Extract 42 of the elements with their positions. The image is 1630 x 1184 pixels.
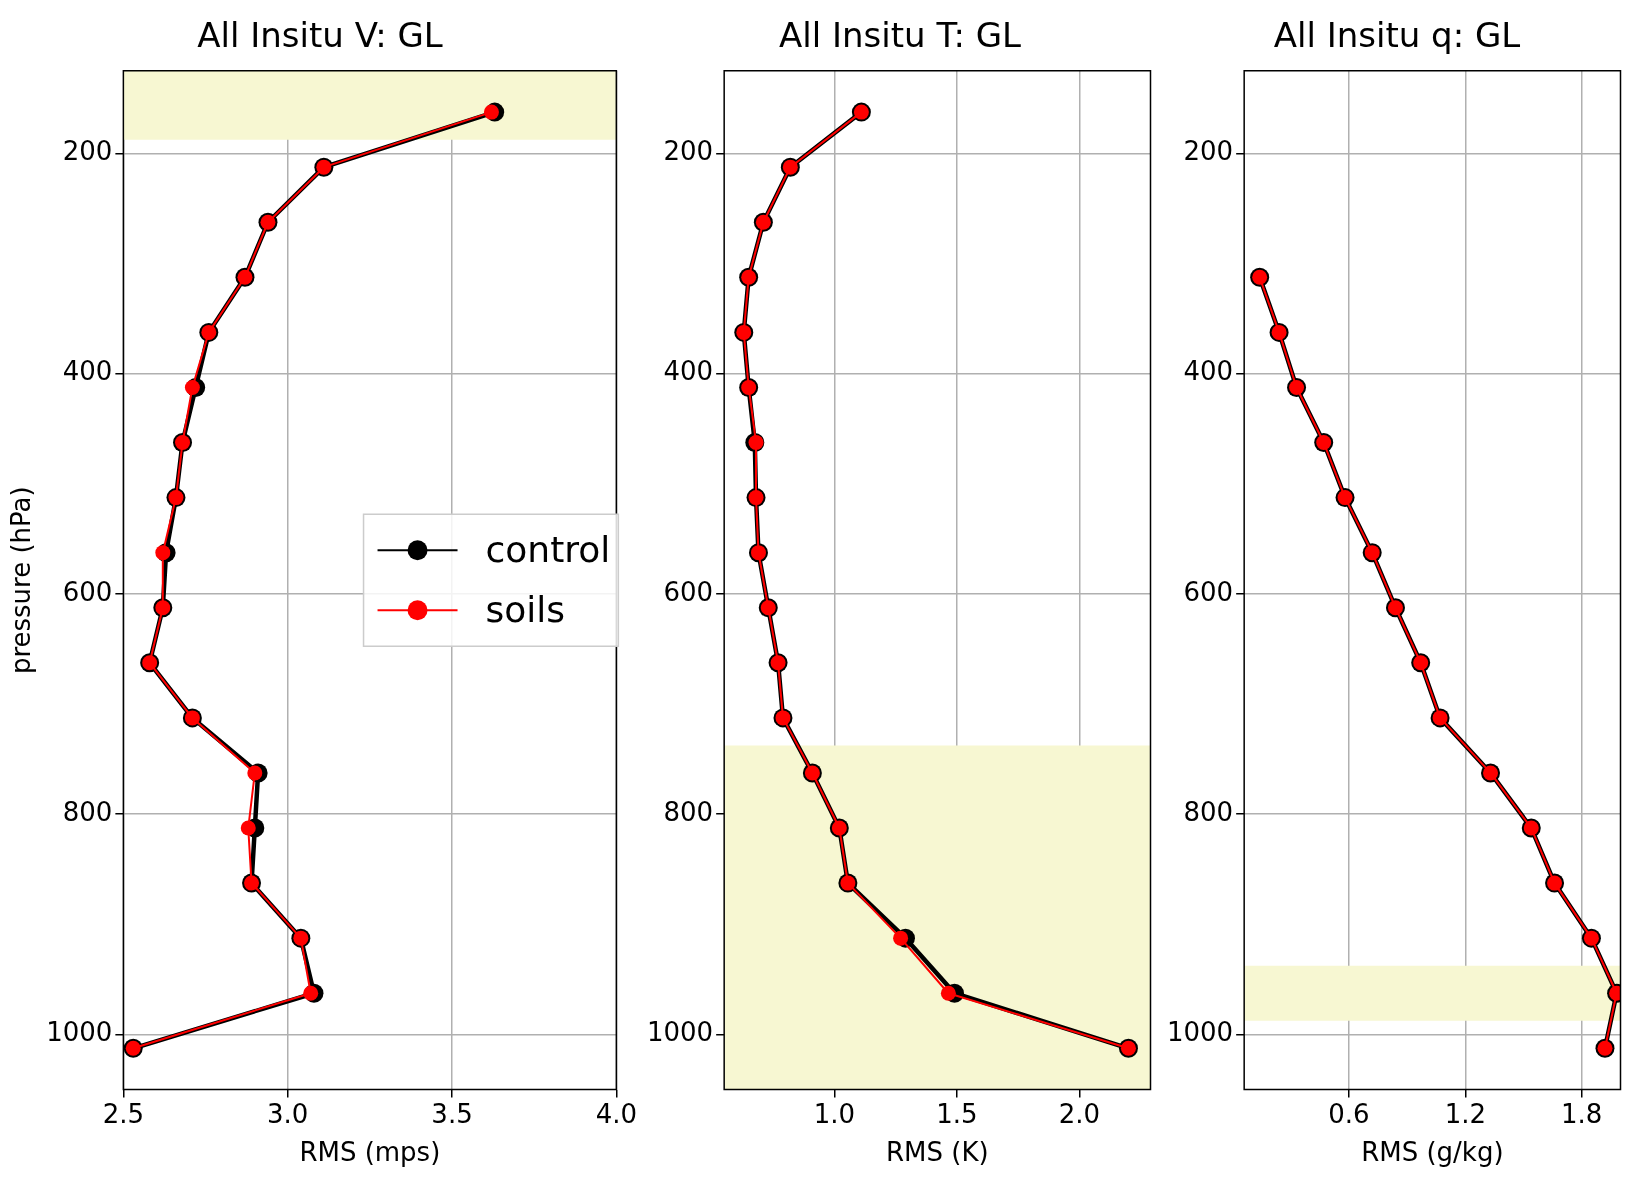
point	[155, 545, 171, 561]
point	[240, 820, 256, 836]
x-tick-label: 1.0	[813, 1098, 856, 1129]
y-tick-label: 400	[663, 356, 714, 387]
point	[483, 104, 499, 120]
y-tick-label: 600	[62, 576, 113, 607]
y-tick-label: 800	[663, 797, 714, 827]
x-axis-title: RMS (mps)	[299, 1137, 441, 1168]
point	[893, 930, 909, 946]
y-tick-label: 600	[1183, 576, 1234, 607]
x-tick-label: 1.8	[1561, 1098, 1603, 1129]
chart-title: All Insitu T: GL	[779, 15, 1022, 56]
x-tick-label: 3.5	[431, 1098, 473, 1129]
y-axis-title: pressure (hPa)	[6, 486, 37, 675]
y-tick-label: 400	[1183, 356, 1234, 387]
x-tick-label: 4.0	[595, 1098, 638, 1129]
legend-label: soils	[485, 588, 566, 630]
x-tick-label: 1.2	[1444, 1098, 1486, 1129]
legend-label: control	[485, 528, 611, 570]
x-axis-title: RMS (g/kg)	[1361, 1137, 1504, 1168]
x-tick-label: 2.0	[1058, 1098, 1101, 1129]
chart-title: All Insitu V: GL	[197, 15, 443, 56]
y-tick-label: 1000	[1167, 1017, 1234, 1048]
x-tick-label: 3.0	[267, 1098, 309, 1129]
y-tick-label: 200	[663, 136, 714, 167]
y-tick-label: 1000	[647, 1017, 714, 1048]
y-tick-label: 200	[1183, 136, 1234, 167]
chart-title: All Insitu q: GL	[1273, 15, 1521, 56]
x-tick-label: 2.5	[102, 1098, 145, 1129]
x-tick-label: 1.5	[936, 1098, 978, 1129]
point	[184, 379, 200, 395]
y-tick-label: 1000	[46, 1017, 113, 1048]
x-tick-label: 0.6	[1328, 1098, 1370, 1129]
y-tick-label: 800	[1183, 797, 1234, 827]
point	[303, 985, 319, 1001]
y-tick-label: 600	[663, 576, 714, 607]
point	[940, 985, 956, 1001]
point	[247, 765, 263, 781]
x-axis-title: RMS (K)	[886, 1137, 989, 1168]
y-tick-label: 200	[62, 136, 113, 167]
y-tick-label: 400	[62, 356, 113, 387]
y-tick-label: 800	[62, 797, 113, 827]
